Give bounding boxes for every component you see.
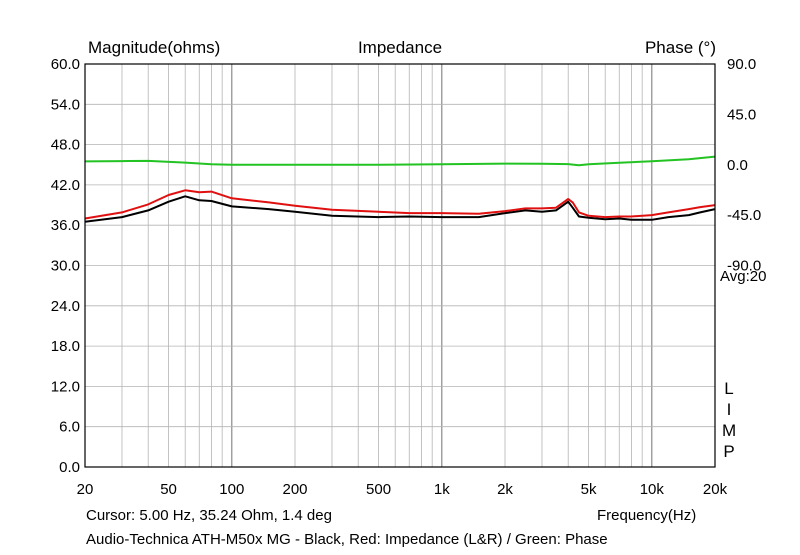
left-tick-label: 54.0 [51, 96, 80, 113]
plot-frame [84, 63, 716, 468]
limp-letter: I [726, 400, 732, 419]
x-tick-label: 500 [366, 481, 391, 498]
left-tick-label: 24.0 [51, 298, 80, 315]
limp-letter: L [724, 379, 734, 398]
limp-letter: M [722, 421, 737, 440]
x-tick-label: 50 [160, 481, 177, 498]
left-tick-label: 42.0 [51, 177, 80, 194]
right-tick-label: 90.0 [727, 56, 756, 73]
right-tick-label: 0.0 [727, 157, 748, 174]
x-tick-label: 200 [282, 481, 307, 498]
left-tick-label: 48.0 [51, 137, 80, 154]
left-tick-label: 6.0 [59, 419, 80, 436]
x-axis-ticks: 20 50 100 200 500 1k 2k 5k 10k 20k [77, 481, 728, 498]
x-tick-label: 20k [703, 481, 728, 498]
left-tick-label: 0.0 [59, 459, 80, 476]
series-line [84, 155, 716, 167]
limp-watermark: L I M P [722, 378, 736, 462]
x-axis-label: Frequency(Hz) [597, 507, 697, 524]
left-tick-label: 12.0 [51, 378, 80, 395]
left-tick-label: 30.0 [51, 258, 80, 275]
left-tick-label: 36.0 [51, 217, 80, 234]
series-line [84, 189, 716, 220]
right-tick-label: 45.0 [727, 106, 756, 123]
x-tick-label: 10k [640, 481, 665, 498]
major-gridlines [85, 103, 715, 428]
x-tick-label: 5k [581, 481, 597, 498]
chart-title: Impedance [357, 38, 443, 57]
right-axis-ticks: 90.0 45.0 0.0 -45.0 -90.0 [727, 56, 761, 275]
left-axis-ticks: 0.0 6.0 12.0 18.0 24.0 30.0 36.0 42.0 48.0 54.0 60… [51, 56, 80, 476]
x-tick-label: 100 [219, 481, 244, 498]
chart-caption: Audio-Technica ATH-M50x MG - Black, Red:… [86, 531, 608, 548]
right-tick-label: -90.0 [727, 258, 761, 275]
averaging-label: Avg:20 [720, 268, 767, 285]
left-tick-label: 18.0 [51, 338, 80, 355]
x-tick-label: 20 [77, 481, 94, 498]
limp-letter: P [723, 442, 735, 461]
left-axis-label: Magnitude(ohms) [88, 38, 221, 57]
x-tick-label: 1k [434, 481, 450, 498]
cursor-readout: Cursor: 5.00 Hz, 35.24 Ohm, 1.4 deg [86, 507, 332, 524]
series-line [84, 195, 716, 223]
right-axis-label: Phase (°) [644, 38, 716, 57]
x-tick-label: 2k [497, 481, 513, 498]
right-tick-label: -45.0 [727, 207, 761, 224]
left-tick-label: 60.0 [51, 56, 80, 73]
series-lines [84, 155, 716, 223]
